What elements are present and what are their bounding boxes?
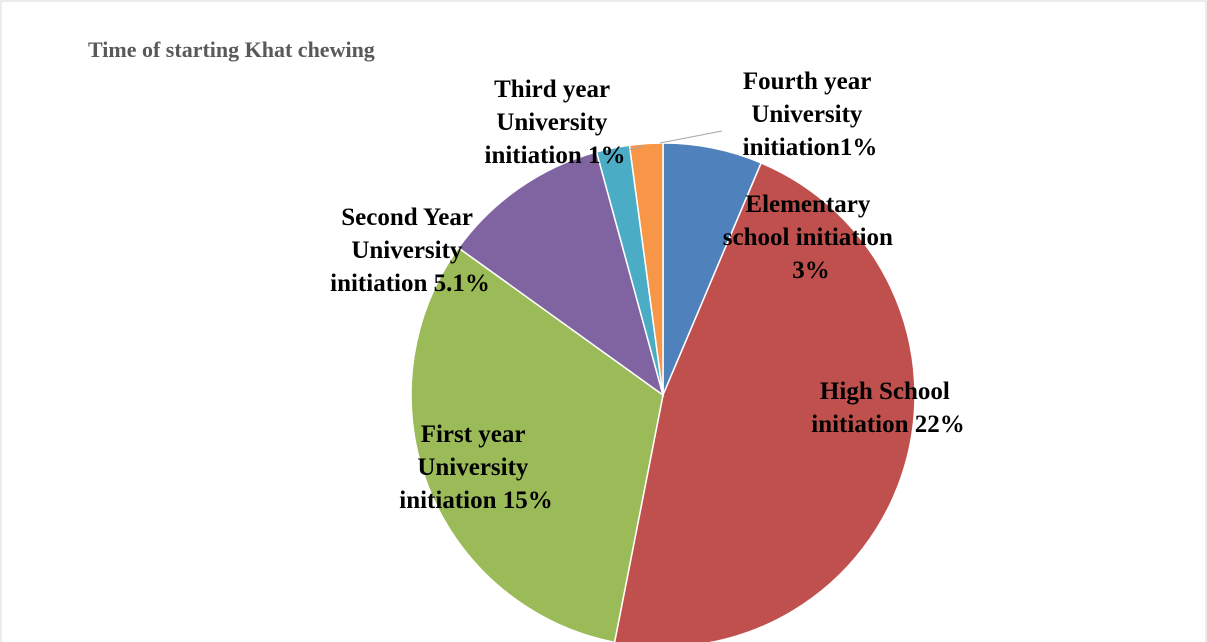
- data-label: High School initiation 22%: [811, 378, 965, 438]
- data-label: Second Year University initiation 5.1%: [330, 204, 490, 297]
- chart-title: Time of starting Khat chewing: [88, 37, 375, 62]
- pie-slice: [410, 246, 664, 642]
- data-label: Fourth year University initiation1%: [743, 68, 878, 161]
- pie-slice: [613, 161, 916, 642]
- data-label: Third year University initiation 1%: [485, 76, 626, 169]
- data-label: Elementary school initiation 3%: [723, 191, 899, 284]
- pie-slice: [457, 150, 665, 397]
- leader-line: [659, 130, 723, 144]
- pie-slice: [628, 142, 664, 396]
- leader-line: [627, 145, 644, 151]
- data-label: First year University initiation 15%: [399, 421, 553, 514]
